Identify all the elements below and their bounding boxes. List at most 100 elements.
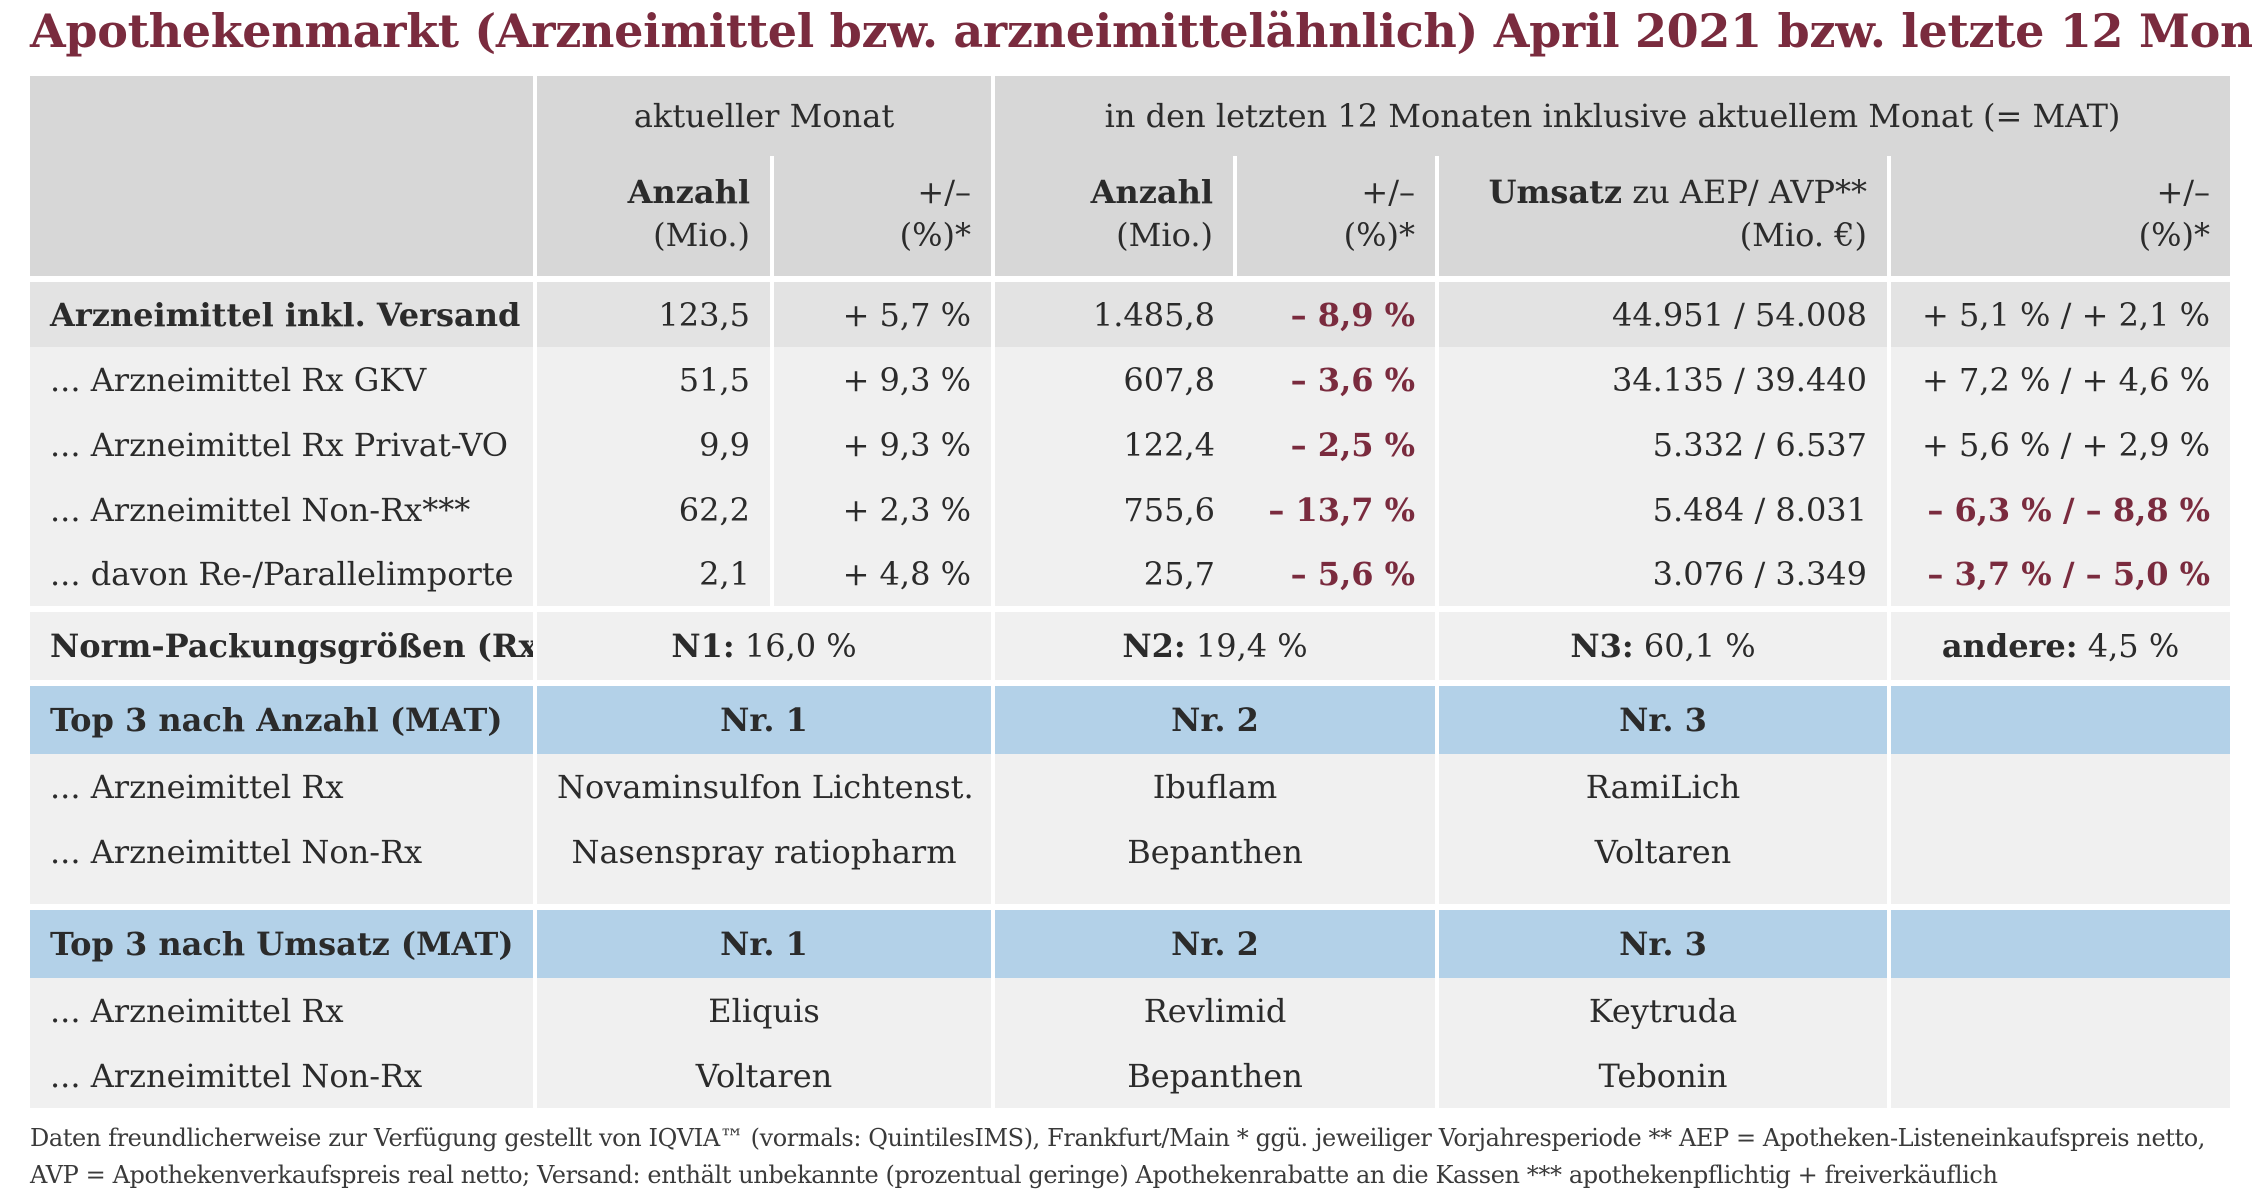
table-row: ... Arzneimittel Rx Privat-VO 9,9 + 9,3 … bbox=[30, 412, 2231, 477]
product-2: Ibuflam bbox=[991, 754, 1438, 819]
header-pm-label: +/– bbox=[2156, 173, 2211, 211]
footnote-line-2: AVP = Apothekenverkaufspreis real netto;… bbox=[30, 1161, 1998, 1189]
header-current-month: aktueller Monat bbox=[532, 76, 994, 156]
cell-umsatz: 44.951 / 54.008 bbox=[1435, 282, 1890, 347]
header-pct-umsatz: +/– (%)* bbox=[1887, 156, 2231, 276]
header-umsatz: Umsatz zu AEP/ AVP** (Mio. €) bbox=[1435, 156, 1890, 276]
header-group-row: aktueller Monat in den letzten 12 Monate… bbox=[30, 76, 2231, 156]
header-pm-unit: (%)* bbox=[899, 216, 972, 254]
header-anzahl-mat: Anzahl (Mio.) bbox=[991, 156, 1236, 276]
product-2: Bepanthen bbox=[991, 819, 1438, 884]
header-corner-lower bbox=[30, 156, 535, 276]
rank-3: Nr. 3 bbox=[1435, 910, 1890, 978]
cell-mat-anzahl: 755,6 bbox=[991, 477, 1236, 542]
list-item: ... Arzneimittel Non-Rx Nasenspray ratio… bbox=[30, 819, 2231, 884]
table-row: Arzneimittel inkl. Versand 123,5 + 5,7 %… bbox=[30, 282, 2231, 347]
rank-2: Nr. 2 bbox=[991, 686, 1438, 754]
product-3: Tebonin bbox=[1435, 1043, 1890, 1108]
norm-key: N1: bbox=[671, 627, 735, 665]
product-2: Bepanthen bbox=[991, 1043, 1438, 1108]
header-umsatz-basis: zu AEP/ AVP** bbox=[1622, 173, 1868, 211]
product-1: Nasenspray ratiopharm bbox=[532, 819, 994, 884]
cell-anzahl: 51,5 bbox=[533, 347, 772, 412]
cell-mat-pct: – 3,6 % bbox=[1235, 347, 1438, 412]
product-row-label: ... Arzneimittel Rx bbox=[30, 754, 535, 819]
cell-anzahl: 2,1 bbox=[533, 542, 772, 606]
cell-mat-pct: – 2,5 % bbox=[1235, 412, 1438, 477]
product-row-label: ... Arzneimittel Non-Rx bbox=[30, 819, 535, 884]
cell-mat-anzahl: 607,8 bbox=[991, 347, 1236, 412]
cell-pct: + 2,3 % bbox=[769, 477, 994, 542]
product-1: Novaminsulfon Lichtenst. bbox=[532, 754, 994, 819]
row-label: ... davon Re-/Parallelimporte bbox=[30, 542, 535, 606]
cell-umsatz-pct: + 5,1 % / + 2,1 % bbox=[1887, 282, 2231, 347]
header-pct-mat: +/– (%)* bbox=[1233, 156, 1438, 276]
cell-umsatz: 5.332 / 6.537 bbox=[1435, 412, 1890, 477]
product-3: RamiLich bbox=[1435, 754, 1890, 819]
rank-empty bbox=[1887, 686, 2231, 754]
market-table: aktueller Monat in den letzten 12 Monate… bbox=[30, 76, 2231, 1108]
top-anzahl-label: Top 3 nach Anzahl (MAT) bbox=[30, 686, 535, 754]
table-row: ... davon Re-/Parallelimporte 2,1 + 4,8 … bbox=[30, 542, 2231, 606]
header-umsatz-label: Umsatz bbox=[1488, 173, 1623, 211]
row-label: Arzneimittel inkl. Versand bbox=[30, 282, 535, 347]
header-umsatz-unit: (Mio. €) bbox=[1739, 216, 1868, 254]
cell-pct: + 4,8 % bbox=[769, 542, 994, 606]
product-1: Eliquis bbox=[532, 978, 994, 1043]
norm-value: 4,5 % bbox=[2077, 627, 2180, 665]
cell-mat-anzahl: 1.485,8 bbox=[991, 282, 1236, 347]
header-anzahl-label: Anzahl bbox=[627, 173, 750, 211]
norm-value: 60,1 % bbox=[1633, 627, 1756, 665]
cell-umsatz-pct: + 5,6 % / + 2,9 % bbox=[1887, 412, 2231, 477]
norm-n3: N3: 60,1 % bbox=[1435, 612, 1890, 680]
header-corner bbox=[30, 76, 535, 156]
cell-umsatz: 34.135 / 39.440 bbox=[1435, 347, 1890, 412]
list-item: ... Arzneimittel Rx Novaminsulfon Lichte… bbox=[30, 754, 2231, 819]
rank-empty bbox=[1887, 910, 2231, 978]
norm-n2: N2: 19,4 % bbox=[991, 612, 1438, 680]
norm-other: andere: 4,5 % bbox=[1887, 612, 2231, 680]
list-item: ... Arzneimittel Rx Eliquis Revlimid Key… bbox=[30, 978, 2231, 1043]
header-pm-label: +/– bbox=[1361, 173, 1416, 211]
rank-1: Nr. 1 bbox=[532, 910, 994, 978]
top-anzahl-header: Top 3 nach Anzahl (MAT) Nr. 1 Nr. 2 Nr. … bbox=[30, 686, 2231, 754]
cell-pct: + 5,7 % bbox=[769, 282, 994, 347]
header-pm-unit: (%)* bbox=[2138, 216, 2211, 254]
rank-2: Nr. 2 bbox=[991, 910, 1438, 978]
cell-mat-pct: – 13,7 % bbox=[1235, 477, 1438, 542]
product-empty bbox=[1887, 819, 2231, 884]
footnote-line-1: Daten freundlicherweise zur Verfügung ge… bbox=[30, 1124, 2206, 1152]
product-empty bbox=[1887, 1043, 2231, 1108]
norm-key: andere: bbox=[1941, 627, 2078, 665]
header-pm-unit: (%)* bbox=[1343, 216, 1416, 254]
cell-pct: + 9,3 % bbox=[769, 412, 994, 477]
top-umsatz-header: Top 3 nach Umsatz (MAT) Nr. 1 Nr. 2 Nr. … bbox=[30, 910, 2231, 978]
rank-3: Nr. 3 bbox=[1435, 686, 1890, 754]
list-item: ... Arzneimittel Non-Rx Voltaren Bepanth… bbox=[30, 1043, 2231, 1108]
cell-anzahl: 9,9 bbox=[533, 412, 772, 477]
norm-key: N2: bbox=[1122, 627, 1186, 665]
row-label: ... Arzneimittel Rx GKV bbox=[30, 347, 535, 412]
norm-value: 16,0 % bbox=[734, 627, 857, 665]
norm-value: 19,4 % bbox=[1185, 627, 1308, 665]
cell-umsatz-pct: + 7,2 % / + 4,6 % bbox=[1887, 347, 2231, 412]
norm-key: N3: bbox=[1570, 627, 1634, 665]
page-title: Apothekenmarkt (Arzneimittel bzw. arznei… bbox=[30, 4, 2252, 58]
norm-row: Norm-Packungsgrößen (Rx) N1: 16,0 % N2: … bbox=[30, 612, 2231, 680]
table-row: ... Arzneimittel Non-Rx*** 62,2 + 2,3 % … bbox=[30, 477, 2231, 542]
cell-anzahl: 62,2 bbox=[533, 477, 772, 542]
footnote: Daten freundlicherweise zur Verfügung ge… bbox=[30, 1120, 2205, 1194]
product-1: Voltaren bbox=[532, 1043, 994, 1108]
cell-mat-pct: – 5,6 % bbox=[1235, 542, 1438, 606]
row-label: ... Arzneimittel Rx Privat-VO bbox=[30, 412, 535, 477]
header-anzahl-label: Anzahl bbox=[1090, 173, 1214, 211]
table-row: ... Arzneimittel Rx GKV 51,5 + 9,3 % 607… bbox=[30, 347, 2231, 412]
cell-mat-anzahl: 25,7 bbox=[991, 542, 1236, 606]
cell-umsatz-pct: – 6,3 % / – 8,8 % bbox=[1887, 477, 2231, 542]
product-empty bbox=[1887, 754, 2231, 819]
product-3: Keytruda bbox=[1435, 978, 1890, 1043]
cell-pct: + 9,3 % bbox=[769, 347, 994, 412]
cell-anzahl: 123,5 bbox=[533, 282, 772, 347]
cell-umsatz: 5.484 / 8.031 bbox=[1435, 477, 1890, 542]
header-anzahl-current: Anzahl (Mio.) bbox=[533, 156, 772, 276]
